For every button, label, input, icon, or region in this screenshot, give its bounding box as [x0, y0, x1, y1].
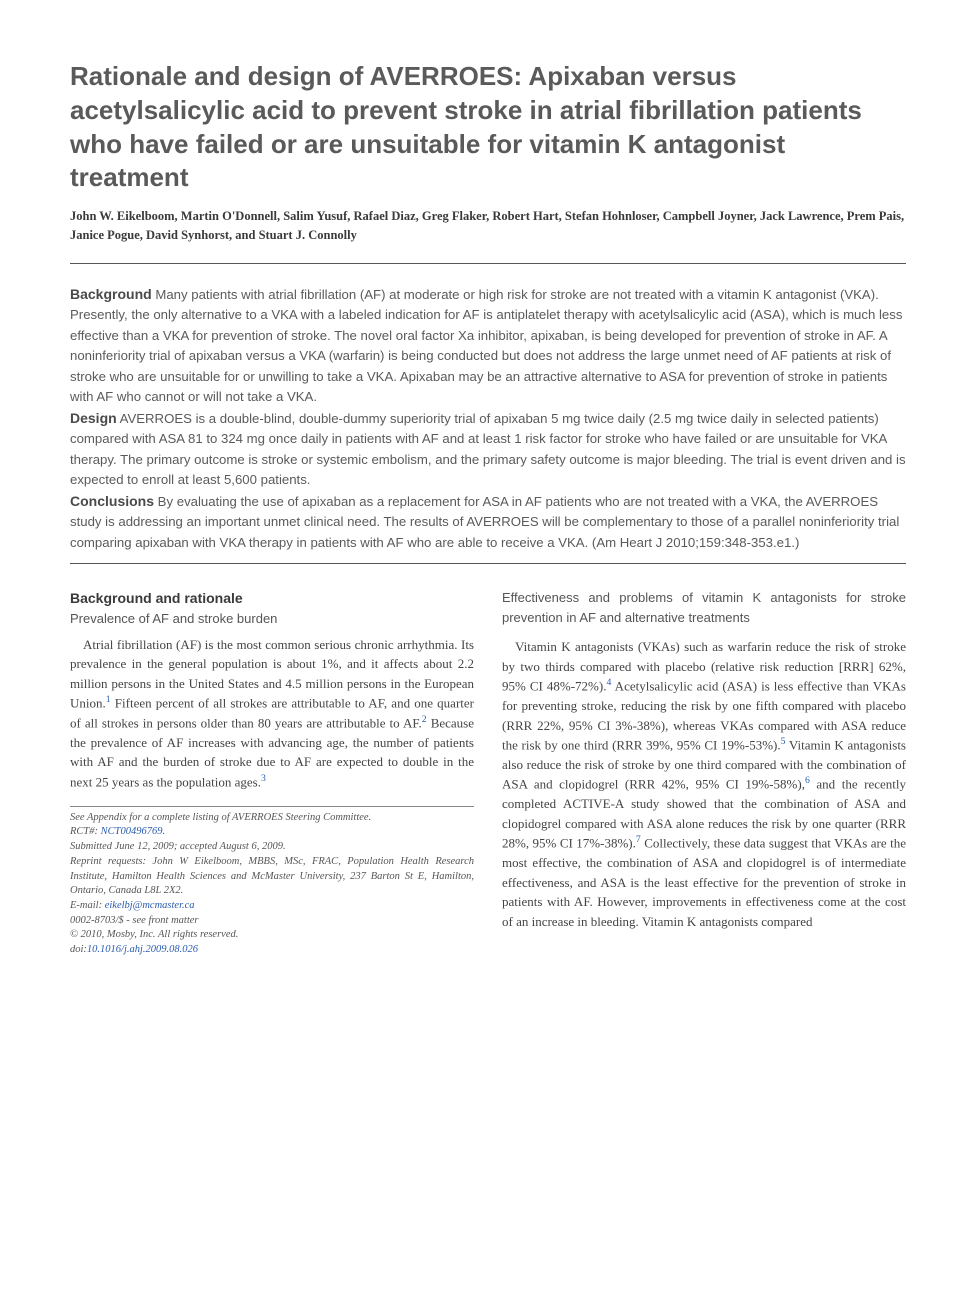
- abstract-block: Background Many patients with atrial fib…: [70, 284, 906, 554]
- ref-3[interactable]: 3: [261, 773, 266, 784]
- abstract-conclusions: Conclusions By evaluating the use of api…: [70, 491, 906, 554]
- abstract-background: Background Many patients with atrial fib…: [70, 284, 906, 408]
- body-paragraph-2: Vitamin K antagonists (VKAs) such as war…: [502, 637, 906, 931]
- footnote-email-label: E-mail:: [70, 900, 105, 911]
- subheading-effectiveness: Effectiveness and problems of vitamin K …: [502, 588, 906, 627]
- footnote-appendix: See Appendix for a complete listing of A…: [70, 811, 474, 826]
- footnote-copyright: © 2010, Mosby, Inc. All rights reserved.: [70, 928, 474, 943]
- body-paragraph-1: Atrial fibrillation (AF) is the most com…: [70, 635, 474, 792]
- footnote-dates: Submitted June 12, 2009; accepted August…: [70, 840, 474, 855]
- abstract-design-text: AVERROES is a double-blind, double-dummy…: [70, 411, 906, 488]
- subheading-prevalence: Prevalence of AF and stroke burden: [70, 609, 474, 629]
- abstract-label-conclusions: Conclusions: [70, 493, 154, 509]
- footnote-rct-label: RCT#:: [70, 826, 101, 837]
- footnote-rct: RCT#: NCT00496769.: [70, 825, 474, 840]
- footnote-doi: doi:10.1016/j.ahj.2009.08.026: [70, 943, 474, 958]
- abstract-conclusions-text: By evaluating the use of apixaban as a r…: [70, 494, 899, 550]
- rct-link[interactable]: NCT00496769: [101, 826, 163, 837]
- para1b-text: Fifteen percent of all strokes are attri…: [70, 696, 474, 731]
- footnote-reprint: Reprint requests: John W Eikelboom, MBBS…: [70, 855, 474, 899]
- footnote-email: E-mail: eikelbj@mcmaster.ca: [70, 899, 474, 914]
- body-columns: Background and rationale Prevalence of A…: [70, 588, 906, 957]
- divider-top: [70, 263, 906, 264]
- doi-link[interactable]: 10.1016/j.ahj.2009.08.026: [87, 944, 198, 955]
- divider-bottom: [70, 563, 906, 564]
- article-title: Rationale and design of AVERROES: Apixab…: [70, 60, 906, 195]
- footnotes-block: See Appendix for a complete listing of A…: [70, 806, 474, 958]
- footnote-issn: 0002-8703/$ - see front matter: [70, 914, 474, 929]
- email-link[interactable]: eikelbj@mcmaster.ca: [105, 900, 195, 911]
- section-heading-background: Background and rationale: [70, 588, 474, 609]
- footnote-doi-label: doi:: [70, 944, 87, 955]
- abstract-label-design: Design: [70, 410, 117, 426]
- abstract-label-background: Background: [70, 286, 152, 302]
- abstract-background-text: Many patients with atrial fibrillation (…: [70, 287, 902, 405]
- footnote-rct-dot: .: [163, 826, 166, 837]
- abstract-design: Design AVERROES is a double-blind, doubl…: [70, 408, 906, 491]
- author-list: John W. Eikelboom, Martin O'Donnell, Sal…: [70, 207, 906, 245]
